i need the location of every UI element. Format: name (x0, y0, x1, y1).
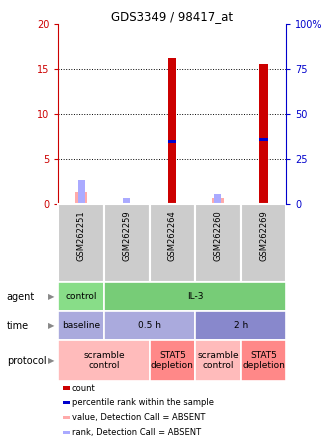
Text: GSM262269: GSM262269 (259, 210, 268, 261)
Bar (78, 180, 85, 204)
Text: protocol: protocol (7, 356, 46, 365)
Bar (259, 138, 268, 141)
Bar (195, 204, 241, 282)
Text: STAT5
depletion: STAT5 depletion (242, 351, 285, 370)
Bar (58, 282, 104, 311)
Text: count: count (72, 384, 95, 392)
Text: ▶: ▶ (48, 321, 55, 330)
Bar (104, 204, 150, 282)
Text: 2 h: 2 h (234, 321, 248, 330)
Text: STAT5
depletion: STAT5 depletion (151, 351, 194, 370)
Title: GDS3349 / 98417_at: GDS3349 / 98417_at (111, 10, 233, 23)
Text: scramble
control: scramble control (83, 351, 125, 370)
Text: control: control (65, 292, 97, 301)
Text: value, Detection Call = ABSENT: value, Detection Call = ABSENT (72, 413, 205, 422)
Bar (63, 431, 70, 434)
Bar (259, 64, 268, 204)
Bar (123, 198, 130, 204)
Bar (104, 311, 195, 341)
Text: ▶: ▶ (48, 292, 55, 301)
Bar (195, 341, 241, 381)
Text: GSM262251: GSM262251 (77, 210, 86, 261)
Bar (58, 341, 150, 381)
Bar (63, 386, 70, 390)
Text: agent: agent (7, 292, 35, 302)
Text: GSM262259: GSM262259 (122, 210, 131, 261)
Text: GSM262260: GSM262260 (213, 210, 222, 261)
Bar (241, 204, 286, 282)
Bar (75, 192, 87, 204)
Text: baseline: baseline (62, 321, 100, 330)
Bar (212, 198, 224, 204)
Bar (63, 401, 70, 404)
Bar (63, 416, 70, 419)
Bar (150, 341, 195, 381)
Text: percentile rank within the sample: percentile rank within the sample (72, 398, 213, 407)
Text: time: time (7, 321, 29, 331)
Text: scramble
control: scramble control (197, 351, 239, 370)
Bar (58, 311, 104, 341)
Bar (241, 341, 286, 381)
Bar (104, 282, 286, 311)
Text: 0.5 h: 0.5 h (138, 321, 161, 330)
Text: rank, Detection Call = ABSENT: rank, Detection Call = ABSENT (72, 428, 201, 437)
Bar (168, 58, 176, 204)
Bar (214, 194, 221, 204)
Text: ▶: ▶ (48, 356, 55, 365)
Bar (195, 311, 286, 341)
Text: IL-3: IL-3 (187, 292, 203, 301)
Bar (58, 204, 104, 282)
Bar (168, 140, 176, 143)
Bar (150, 204, 195, 282)
Text: GSM262264: GSM262264 (168, 210, 177, 261)
